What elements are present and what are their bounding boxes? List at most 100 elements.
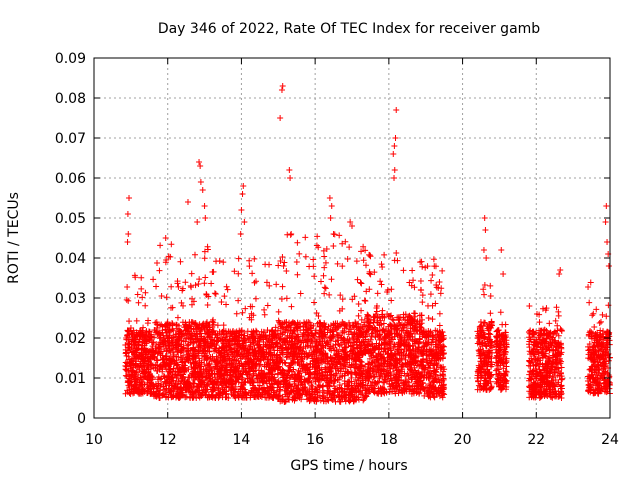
data-point <box>487 310 494 317</box>
data-point <box>299 362 306 369</box>
data-point <box>235 351 242 358</box>
data-point <box>208 378 215 385</box>
data-point <box>247 392 254 399</box>
data-point <box>170 353 177 360</box>
data-point <box>240 353 247 360</box>
data-point <box>499 321 506 328</box>
data-point <box>195 280 202 287</box>
data-point <box>315 382 322 389</box>
data-point <box>349 391 356 398</box>
data-point <box>267 362 274 369</box>
data-point <box>289 355 296 362</box>
data-point <box>271 374 278 381</box>
data-point <box>289 335 296 342</box>
data-point <box>291 319 298 326</box>
data-point <box>247 352 254 359</box>
data-point <box>203 376 210 383</box>
data-point <box>244 371 251 378</box>
data-point <box>211 290 218 297</box>
data-point <box>135 342 142 349</box>
data-point <box>159 356 166 363</box>
data-point <box>160 383 167 390</box>
data-point <box>171 372 178 379</box>
data-point <box>204 246 211 253</box>
data-point <box>173 386 180 393</box>
data-point <box>210 268 217 275</box>
data-point <box>188 325 195 332</box>
data-point <box>373 308 380 315</box>
data-point <box>215 348 222 355</box>
data-point <box>197 330 204 337</box>
data-point <box>209 318 216 325</box>
data-point <box>141 360 148 367</box>
data-point <box>352 364 359 371</box>
data-point <box>232 383 239 390</box>
data-point <box>249 379 256 386</box>
data-point <box>280 336 287 343</box>
data-point <box>318 278 325 285</box>
data-point <box>179 319 186 326</box>
data-point <box>146 374 153 381</box>
data-point <box>274 327 281 334</box>
data-point <box>250 350 257 357</box>
data-point <box>213 363 220 370</box>
data-point <box>348 384 355 391</box>
data-point <box>186 350 193 357</box>
data-point <box>310 396 317 403</box>
data-point <box>277 359 284 366</box>
data-point <box>223 384 230 391</box>
data-point <box>297 347 304 354</box>
data-point <box>221 387 228 394</box>
data-point <box>182 393 189 400</box>
data-point <box>238 386 245 393</box>
data-point <box>166 327 173 334</box>
data-point <box>250 387 257 394</box>
data-point <box>203 367 210 374</box>
data-point <box>481 291 488 298</box>
data-point <box>179 358 186 365</box>
data-point <box>231 340 238 347</box>
data-point <box>346 352 353 359</box>
data-point <box>347 397 354 404</box>
data-point <box>360 257 367 264</box>
data-point <box>202 355 209 362</box>
data-point <box>259 348 266 355</box>
data-point <box>216 258 223 265</box>
data-point <box>341 353 348 360</box>
data-point <box>430 256 437 263</box>
data-point <box>263 394 270 401</box>
data-point <box>316 375 323 382</box>
data-point <box>139 339 146 346</box>
data-point <box>202 386 209 393</box>
data-point <box>160 356 167 363</box>
data-point <box>322 259 329 266</box>
data-point <box>175 283 182 290</box>
data-point <box>238 360 245 367</box>
data-point <box>246 263 253 270</box>
data-point <box>249 270 256 277</box>
data-point <box>349 361 356 368</box>
data-point <box>296 320 303 327</box>
data-point <box>320 344 327 351</box>
data-point <box>266 282 273 289</box>
data-point <box>288 303 295 310</box>
data-point <box>154 259 161 266</box>
data-point <box>179 287 186 294</box>
data-point <box>157 383 164 390</box>
data-point <box>194 350 201 357</box>
data-point <box>213 382 220 389</box>
data-point <box>130 360 137 367</box>
data-point <box>182 379 189 386</box>
data-point <box>178 343 185 350</box>
data-point <box>259 378 266 385</box>
data-point <box>282 377 289 384</box>
data-point <box>174 361 181 368</box>
data-point <box>185 374 192 381</box>
data-point <box>220 259 227 266</box>
data-point <box>173 321 180 328</box>
data-point <box>276 319 283 326</box>
data-point <box>319 333 326 340</box>
data-point <box>252 278 259 285</box>
data-point <box>331 392 338 399</box>
data-point <box>156 330 163 337</box>
